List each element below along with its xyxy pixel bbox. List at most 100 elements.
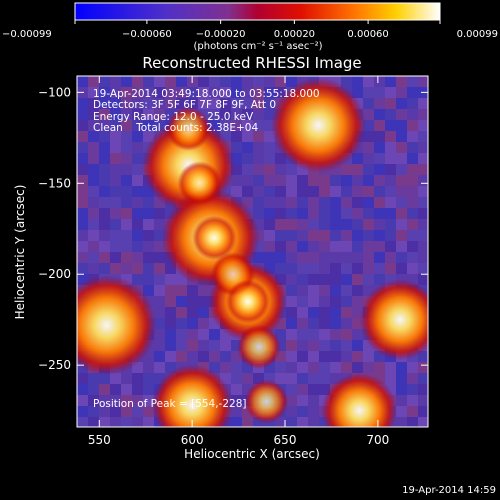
heatmap-cell	[286, 362, 297, 373]
heatmap-cell	[88, 417, 99, 427]
heatmap-cell	[165, 296, 176, 307]
heatmap-cell	[341, 208, 352, 219]
heatmap-cell	[352, 274, 363, 285]
heatmap-cell	[374, 153, 385, 164]
heatmap-cell	[308, 230, 319, 241]
heatmap-cell	[110, 87, 121, 98]
heatmap-cell	[99, 109, 110, 120]
heatmap-cell	[253, 175, 264, 186]
heatmap-cell	[88, 98, 99, 109]
heatmap-cell	[121, 395, 132, 406]
heatmap-cell	[132, 263, 143, 274]
heatmap-cell	[275, 241, 286, 252]
heatmap-cell	[231, 351, 242, 362]
heatmap-cell	[418, 362, 428, 373]
colorbar	[74, 2, 441, 21]
heatmap-cell	[77, 395, 88, 406]
heatmap-cell	[88, 252, 99, 263]
heatmap-cell	[242, 98, 253, 109]
heatmap-cell	[286, 395, 297, 406]
y-tick-label: −250	[38, 358, 71, 372]
heatmap-cell	[132, 164, 143, 175]
heatmap-cell	[209, 340, 220, 351]
heatmap-cell	[275, 76, 286, 87]
heatmap-cell	[352, 230, 363, 241]
heatmap-cell	[264, 87, 275, 98]
heatmap-cell	[374, 373, 385, 384]
heatmap-cell	[396, 241, 407, 252]
y-tick-label: −200	[38, 267, 71, 281]
heatmap-cell	[143, 186, 154, 197]
heatmap-cell	[154, 274, 165, 285]
heatmap-cell	[176, 340, 187, 351]
heatmap-cell	[286, 274, 297, 285]
heatmap-cell	[154, 340, 165, 351]
heatmap-cell	[275, 186, 286, 197]
heatmap-cell	[286, 263, 297, 274]
heatmap-cell	[264, 175, 275, 186]
heatmap-cell	[341, 219, 352, 230]
heatmap-cell	[407, 87, 418, 98]
heatmap-cell	[407, 142, 418, 153]
heatmap-cell	[143, 219, 154, 230]
heatmap-cell	[77, 197, 88, 208]
heatmap-cell	[396, 186, 407, 197]
heatmap-cell	[154, 318, 165, 329]
heatmap-cell	[286, 340, 297, 351]
heatmap-cell	[374, 252, 385, 263]
heatmap-cell	[352, 186, 363, 197]
heatmap-cell	[286, 329, 297, 340]
x-tick-label: 700	[366, 433, 389, 447]
heatmap-cell	[253, 142, 264, 153]
heatmap-cell	[330, 285, 341, 296]
heatmap-cell	[99, 241, 110, 252]
heatmap-cell	[286, 230, 297, 241]
heatmap-cell	[341, 340, 352, 351]
heatmap-cell	[154, 219, 165, 230]
colorbar-tick-label: −0.00020	[196, 29, 246, 40]
heatmap-cell	[88, 384, 99, 395]
heatmap-cell	[407, 197, 418, 208]
heatmap-cell	[407, 76, 418, 87]
heatmap-cell	[77, 274, 88, 285]
heatmap-cell	[341, 274, 352, 285]
heatmap-cell	[231, 175, 242, 186]
heatmap-cell	[396, 109, 407, 120]
heatmap-cell	[209, 351, 220, 362]
heatmap-cell	[176, 329, 187, 340]
heatmap-cell	[308, 318, 319, 329]
heatmap-cell	[385, 241, 396, 252]
heatmap-cell	[330, 274, 341, 285]
chart-title: Reconstructed RHESSI Image	[142, 54, 361, 72]
heatmap-cell	[374, 76, 385, 87]
heatmap-cell	[418, 406, 428, 417]
heatmap-cell	[121, 230, 132, 241]
heatmap-cell	[88, 241, 99, 252]
heatmap-cell	[110, 219, 121, 230]
heatmap-cell	[132, 362, 143, 373]
heatmap-cell	[286, 406, 297, 417]
heatmap-cell	[143, 406, 154, 417]
heatmap-cell	[418, 109, 428, 120]
heatmap-cell	[88, 131, 99, 142]
heatmap-cell	[110, 208, 121, 219]
heatmap-image	[77, 76, 428, 427]
heatmap-cell	[143, 285, 154, 296]
heatmap-cell	[363, 142, 374, 153]
heatmap-cell	[143, 417, 154, 427]
heatmap-cell	[385, 373, 396, 384]
heatmap-cell	[132, 153, 143, 164]
heatmap-cell	[396, 87, 407, 98]
heatmap-cell	[297, 296, 308, 307]
heatmap-cell	[418, 274, 428, 285]
heatmap-cell	[418, 351, 428, 362]
ribbon-segment	[244, 379, 289, 424]
heatmap-cell	[286, 296, 297, 307]
heatmap-cell	[77, 230, 88, 241]
heatmap-cell	[187, 87, 198, 98]
heatmap-cell	[352, 296, 363, 307]
heatmap-cell	[132, 417, 143, 427]
heatmap-cell	[385, 252, 396, 263]
ribbon-segment	[237, 324, 281, 369]
heatmap-cell	[297, 307, 308, 318]
